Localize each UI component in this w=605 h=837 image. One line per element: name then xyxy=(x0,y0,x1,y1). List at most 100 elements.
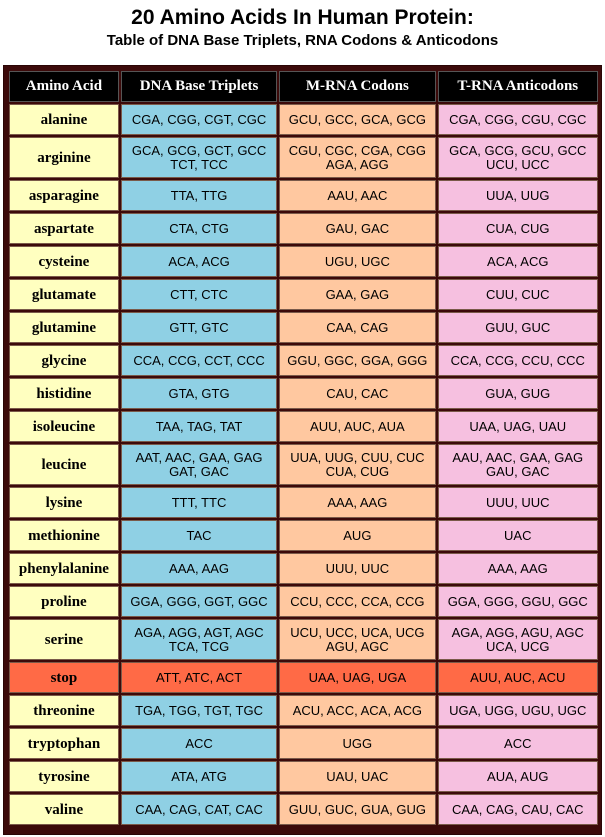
dna-triplets-cell: AAT, AAC, GAA, GAG GAT, GAC xyxy=(120,444,278,485)
amino-acid-name: methionine xyxy=(9,520,119,551)
mrna-codons-cell: GUU, GUC, GUA, GUG xyxy=(279,794,436,825)
amino-acid-name: lysine xyxy=(9,487,119,518)
codon-line: AGA, AGG, AGU, AGC xyxy=(451,624,584,640)
dna-triplets-cell: TTT, TTC xyxy=(120,487,278,518)
amino-acid-name: proline xyxy=(9,586,119,617)
codon-line: UAA, UAG, UAU xyxy=(469,418,567,434)
codon-line: AAT, AAC, GAA, GAG xyxy=(135,449,263,465)
codon-line: CAA, CAG, CAU, CAC xyxy=(452,801,584,817)
dna-triplets-cell: CGA, CGG, CGT, CGC xyxy=(120,104,278,135)
amino-acid-name: aspartate xyxy=(9,213,119,244)
mrna-codons-cell: UAU, UAC xyxy=(279,761,436,792)
table-row: serine AGA, AGG, AGT, AGC TCA, TCG UCU, UCC… xyxy=(9,619,598,660)
header-amino-acid: Amino Acid xyxy=(9,71,119,102)
codon-line: CGA, CGG, CGU, CGC xyxy=(449,111,587,127)
table-row: leucine AAT, AAC, GAA, GAG GAT, GAC UUA, UU… xyxy=(9,444,598,485)
table-row: arginine GCA, GCG, GCT, GCC TCT, TCC CGU, C… xyxy=(9,137,598,178)
codon-line: GAT, GAC xyxy=(169,463,229,479)
table-row: glycine CCA, CCG, CCT, CCC GGU, GGC, GGA, … xyxy=(9,345,598,376)
table-row: glutamine GTT, GTC CAA, CAG GUU, GUC xyxy=(9,312,598,343)
table-row: tyrosine ATA, ATG UAU, UAC AUA, AUG xyxy=(9,761,598,792)
codon-line: UAA, UAG, UGA xyxy=(308,669,407,685)
dna-triplets-cell: GTA, GTG xyxy=(120,378,278,409)
table-row: histidine GTA, GTG CAU, CAC GUA, GUG xyxy=(9,378,598,409)
trna-anticodons-cell: CGA, CGG, CGU, CGC xyxy=(437,104,598,135)
codon-line: CGU, CGC, CGA, CGG xyxy=(288,142,426,158)
table-row: glutamate CTT, CTC GAA, GAG CUU, CUC xyxy=(9,279,598,310)
mrna-codons-cell: AAA, AAG xyxy=(279,487,436,518)
table-row: lysine TTT, TTC AAA, AAG UUU, UUC xyxy=(9,487,598,518)
dna-triplets-cell: GGA, GGG, GGT, GGC xyxy=(120,586,278,617)
dna-triplets-cell: CAA, CAG, CAT, CAC xyxy=(120,794,278,825)
mrna-codons-cell: GAA, GAG xyxy=(279,279,436,310)
codon-line: ACC xyxy=(504,735,532,751)
codon-line: UAU, UAC xyxy=(326,768,389,784)
amino-acid-name: alanine xyxy=(9,104,119,135)
dna-triplets-cell: TTA, TTG xyxy=(120,180,278,211)
dna-triplets-cell: CCA, CCG, CCT, CCC xyxy=(120,345,278,376)
mrna-codons-cell: UUA, UUG, CUU, CUC CUA, CUG xyxy=(279,444,436,485)
amino-acid-name: valine xyxy=(9,794,119,825)
dna-triplets-cell: TAA, TAG, TAT xyxy=(120,411,278,442)
mrna-codons-cell: GCU, GCC, GCA, GCG xyxy=(279,104,436,135)
codon-line: CAU, CAC xyxy=(326,385,389,401)
codon-line: TTT, TTC xyxy=(171,494,227,510)
amino-acid-name: tryptophan xyxy=(9,728,119,759)
table-row: proline GGA, GGG, GGT, GGC CCU, CCC, CCA, … xyxy=(9,586,598,617)
dna-triplets-cell: AAA, AAG xyxy=(120,553,278,584)
codon-line: TGA, TGG, TGT, TGC xyxy=(135,702,263,718)
table-header-row: Amino Acid DNA Base Triplets M-RNA Codon… xyxy=(9,71,598,102)
dna-triplets-cell: TGA, TGG, TGT, TGC xyxy=(120,695,278,726)
trna-anticodons-cell: UAA, UAG, UAU xyxy=(437,411,598,442)
codon-line: GGA, GGG, GGU, GGC xyxy=(447,593,588,609)
codon-line: GCU, GCC, GCA, GCG xyxy=(288,111,426,127)
dna-triplets-cell: GCA, GCG, GCT, GCC TCT, TCC xyxy=(120,137,278,178)
trna-anticodons-cell: CCA, CCG, CCU, CCC xyxy=(437,345,598,376)
dna-triplets-cell: AGA, AGG, AGT, AGC TCA, TCG xyxy=(120,619,278,660)
trna-anticodons-cell: UUA, UUG xyxy=(437,180,598,211)
codon-line: TCT, TCC xyxy=(170,156,228,172)
codon-line: AUU, AUC, AUA xyxy=(310,418,405,434)
mrna-codons-cell: CAU, CAC xyxy=(279,378,436,409)
codon-line: AAA, AAG xyxy=(327,494,388,510)
dna-triplets-cell: ACA, ACG xyxy=(120,246,278,277)
mrna-codons-cell: GGU, GGC, GGA, GGG xyxy=(279,345,436,376)
codon-line: AUU, AUC, ACU xyxy=(470,669,566,685)
codon-line: UGG xyxy=(342,735,373,751)
trna-anticodons-cell: AGA, AGG, AGU, AGC UCA, UCG xyxy=(437,619,598,660)
codon-line: UUA, UUG, CUU, CUC xyxy=(290,449,425,465)
trna-anticodons-cell: GCA, GCG, GCU, GCC UCU, UCC xyxy=(437,137,598,178)
codon-line: CTA, CTG xyxy=(169,220,229,236)
amino-acid-name: histidine xyxy=(9,378,119,409)
codon-line: GUU, GUC xyxy=(485,319,551,335)
table-row-stop: stop ATT, ATC, ACT UAA, UAG, UGA AUU, AUC, … xyxy=(9,662,598,693)
table-row: threonine TGA, TGG, TGT, TGC ACU, ACC, ACA… xyxy=(9,695,598,726)
trna-anticodons-cell: UUU, UUC xyxy=(437,487,598,518)
dna-triplets-cell: ACC xyxy=(120,728,278,759)
codon-line: GGU, GGC, GGA, GGG xyxy=(287,352,428,368)
amino-acid-name: isoleucine xyxy=(9,411,119,442)
codon-line: AUG xyxy=(343,527,372,543)
dna-triplets-cell: ATT, ATC, ACT xyxy=(120,662,278,693)
trna-anticodons-cell: AAA, AAG xyxy=(437,553,598,584)
codon-line: UUU, UUC xyxy=(485,494,550,510)
codon-line: UCA, UCG xyxy=(485,638,550,654)
codon-line: UGA, UGG, UGU, UGC xyxy=(449,702,587,718)
mrna-codons-cell: GAU, GAC xyxy=(279,213,436,244)
mrna-codons-cell: CGU, CGC, CGA, CGG AGA, AGG xyxy=(279,137,436,178)
codon-line: GUU, GUC, GUA, GUG xyxy=(288,801,426,817)
codon-line: CCA, CCG, CCT, CCC xyxy=(133,352,265,368)
trna-anticodons-cell: GUA, GUG xyxy=(437,378,598,409)
amino-acid-name: cysteine xyxy=(9,246,119,277)
title-block: 20 Amino Acids In Human Protein: Table o… xyxy=(0,0,605,62)
mrna-codons-cell: AUG xyxy=(279,520,436,551)
amino-acid-name: threonine xyxy=(9,695,119,726)
trna-anticodons-cell: GUU, GUC xyxy=(437,312,598,343)
codon-line: TAA, TAG, TAT xyxy=(155,418,243,434)
codon-line: UAC xyxy=(504,527,532,543)
codon-line: CAA, CAG, CAT, CAC xyxy=(135,801,263,817)
amino-acid-name: glutamine xyxy=(9,312,119,343)
trna-anticodons-cell: AUA, AUG xyxy=(437,761,598,792)
mrna-codons-cell: UGG xyxy=(279,728,436,759)
codon-line: CUU, CUC xyxy=(485,286,550,302)
